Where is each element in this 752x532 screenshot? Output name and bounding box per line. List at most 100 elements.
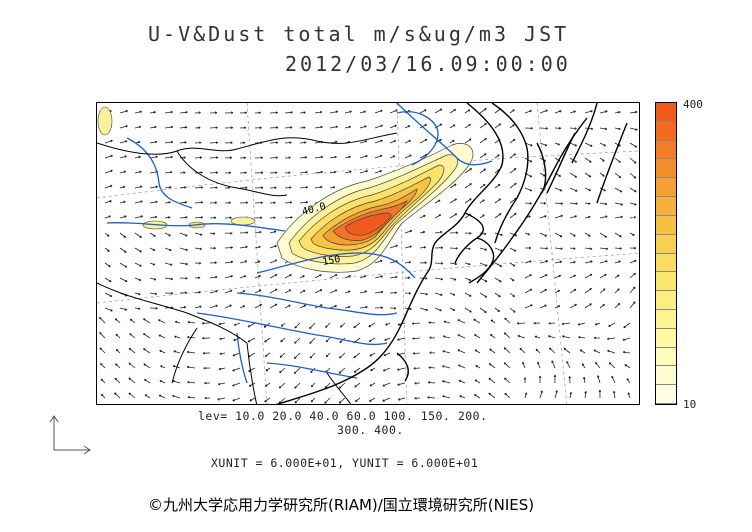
wind-arrow — [474, 379, 481, 384]
wind-arrow — [149, 215, 158, 219]
wind-arrow — [218, 367, 226, 371]
wind-arrow — [104, 307, 113, 312]
wind-arrow — [449, 213, 458, 219]
wind-arrow — [143, 318, 151, 324]
wind-arrow — [554, 127, 562, 130]
wind-arrow — [479, 232, 487, 236]
wind-arrow — [158, 394, 166, 399]
wind-arrow — [599, 110, 608, 114]
wind-arrow — [173, 350, 181, 354]
wind-arrow — [519, 347, 526, 354]
wind-arrow — [179, 291, 188, 294]
wind-arrow — [389, 124, 397, 129]
wind-arrow — [269, 245, 277, 249]
wind-arrow — [179, 216, 188, 219]
wind-arrow — [194, 232, 203, 236]
wind-arrow — [104, 169, 113, 174]
wind-arrow — [310, 367, 316, 373]
wind-arrow — [479, 168, 487, 174]
wind-arrow — [599, 157, 605, 162]
wind-arrow — [509, 153, 516, 159]
wind-arrow — [149, 232, 156, 237]
wind-arrow — [254, 126, 262, 129]
wind-arrow — [509, 124, 515, 129]
wind-arrow — [219, 337, 226, 341]
wind-arrow — [164, 155, 173, 159]
wind-arrow — [442, 395, 451, 399]
wind-arrow — [442, 350, 451, 354]
wind-arrow — [598, 389, 602, 399]
wind-arrow — [449, 198, 457, 204]
wind-arrow — [599, 232, 608, 238]
wind-arrow — [584, 391, 587, 399]
wind-arrow — [134, 292, 141, 296]
wind-arrow — [284, 156, 291, 159]
wind-arrow — [119, 307, 128, 311]
wind-arrow — [269, 156, 278, 159]
wind-arrow — [593, 349, 601, 354]
wind-arrow — [473, 318, 481, 324]
wind-arrow — [537, 361, 541, 369]
wind-arrow — [104, 247, 110, 252]
wind-arrow — [309, 337, 316, 344]
wind-arrow — [329, 305, 337, 309]
wind-arrow — [464, 138, 472, 144]
wind-arrow — [104, 200, 112, 204]
wind-arrow — [224, 126, 234, 129]
wind-arrow — [299, 186, 309, 189]
wind-arrow — [314, 110, 323, 114]
wind-arrow — [114, 318, 121, 324]
wind-arrow — [599, 172, 605, 177]
wind-arrow — [457, 319, 466, 324]
wind-arrow — [629, 272, 636, 279]
wind-arrow — [329, 186, 336, 189]
wind-arrow — [248, 367, 256, 372]
wind-arrow — [187, 396, 196, 399]
wind-arrow — [164, 125, 174, 129]
wind-arrow — [269, 201, 276, 204]
wind-arrow — [569, 127, 577, 130]
wind-arrow — [209, 111, 218, 114]
wind-arrow — [104, 262, 111, 268]
wind-arrow — [397, 397, 406, 401]
wind-arrow — [569, 215, 577, 219]
wind-arrow — [554, 110, 562, 114]
wind-arrow — [548, 322, 556, 325]
wind-arrow — [233, 322, 241, 326]
wind-arrow — [479, 247, 488, 251]
wind-arrow — [606, 337, 616, 341]
wind-arrow — [224, 186, 231, 190]
wind-arrow — [479, 153, 487, 159]
wind-arrow — [569, 142, 578, 147]
wind-arrow — [128, 362, 136, 369]
wind-arrow — [479, 262, 488, 267]
wind-arrow — [411, 322, 421, 325]
wind-arrow — [134, 170, 142, 174]
wind-arrow — [149, 292, 158, 296]
wind-arrow — [449, 124, 456, 129]
wind-arrow — [299, 275, 305, 279]
wind-arrow — [554, 232, 563, 238]
wind-arrow — [539, 142, 548, 147]
wind-arrow — [629, 301, 636, 309]
wind-arrow — [404, 261, 412, 264]
wind-arrow — [202, 351, 211, 355]
wind-arrow — [329, 155, 337, 159]
wind-arrow — [149, 307, 158, 310]
wind-arrow — [359, 140, 368, 144]
wind-arrow — [459, 395, 466, 399]
wind-arrow — [344, 155, 351, 159]
wind-arrow — [412, 352, 421, 355]
unit-vector-info: XUNIT = 6.000E+01, YUNIT = 6.000E+01 — [211, 456, 479, 470]
wind-arrow — [397, 337, 406, 341]
wind-arrow — [217, 382, 226, 386]
wind-arrow — [254, 260, 261, 264]
wind-arrow — [247, 322, 256, 328]
wind-arrow — [179, 156, 186, 159]
wind-arrow — [247, 352, 256, 358]
wind-arrow — [269, 259, 278, 264]
wind-arrow — [269, 186, 277, 189]
wind-arrow — [294, 322, 301, 329]
wind-arrow — [419, 214, 426, 219]
wind-arrow — [374, 109, 383, 114]
